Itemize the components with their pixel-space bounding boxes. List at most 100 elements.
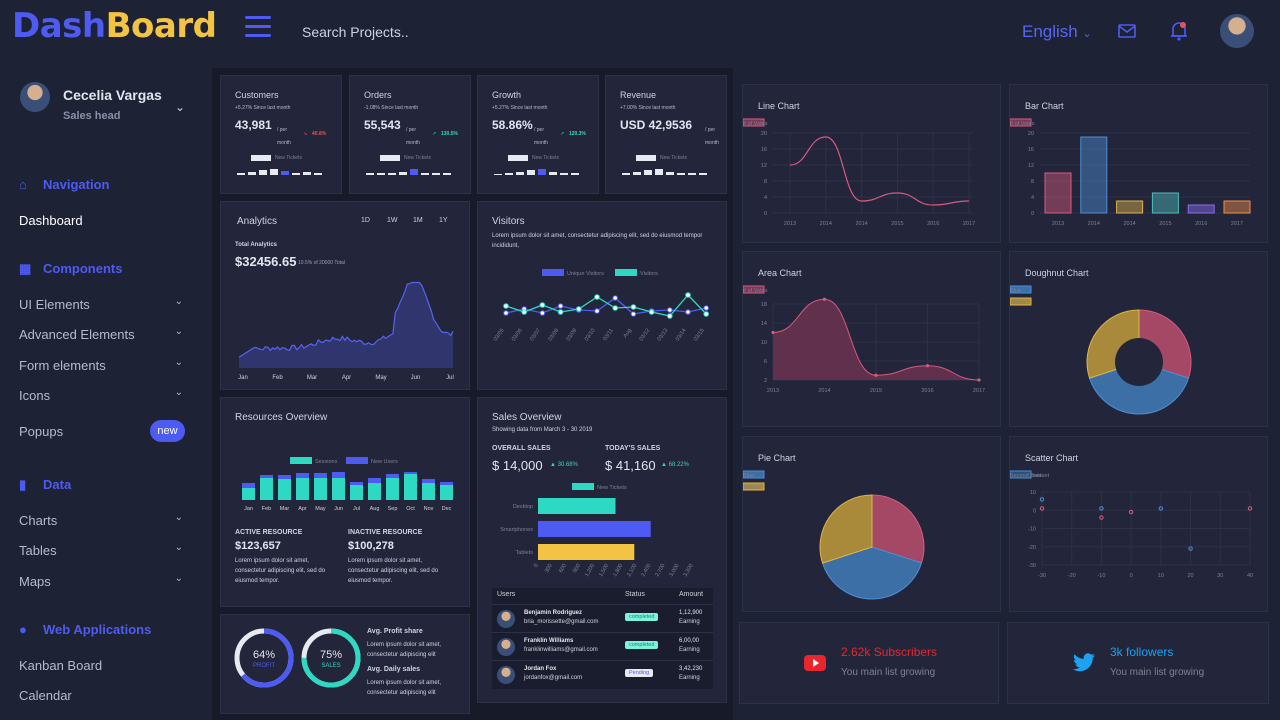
daily-sales-title: Avg. Daily sales — [367, 666, 421, 673]
x-tick-label: 03/12 — [638, 328, 651, 343]
x-tick-label: 2,100 — [626, 563, 638, 578]
bell-icon[interactable] — [1169, 20, 1189, 42]
bar-chart-icon: ▮ — [19, 477, 27, 492]
range-tab-1W[interactable]: 1W — [387, 217, 398, 224]
mini-bar — [259, 170, 267, 175]
y-tick-label: 12 — [761, 163, 767, 169]
legend-label: New Tickets — [275, 155, 302, 161]
visitors-point — [630, 304, 637, 310]
mini-bar — [622, 173, 630, 175]
sidebar-item-maps[interactable]: Maps ⌄ — [19, 573, 183, 589]
stat-since: +7.00% Since last month — [620, 105, 676, 111]
table-row[interactable]: Franklin Williams franklinwilliams@gmail.… — [492, 632, 713, 659]
y-tick-label: 6 — [764, 359, 767, 365]
legend-swatch — [542, 269, 564, 276]
mail-icon[interactable] — [1118, 24, 1136, 38]
x-tick-label: 0 — [1130, 573, 1133, 579]
x-tick-label: Jan — [238, 375, 248, 381]
x-tick-label: 2015 — [870, 388, 882, 394]
series-line — [789, 136, 970, 206]
visitors-point — [594, 294, 600, 300]
chevron-down-icon[interactable]: ⌄ — [175, 100, 186, 114]
range-tab-1D[interactable]: 1D — [361, 217, 370, 224]
sales-chart: New Tickets Desktop Smartphones Tablets 0 300… — [500, 483, 695, 578]
table-row[interactable]: Benjamin Rodriguez bria_morissette@gmail.… — [492, 604, 713, 631]
y-tick-label: 8 — [1031, 179, 1034, 185]
sidebar-item-forms[interactable]: Form elements ⌄ — [19, 357, 183, 373]
sidebar-item-icons[interactable]: Icons ⌄ — [19, 387, 183, 403]
logo[interactable]: DashBoard — [12, 6, 217, 46]
search-input[interactable] — [302, 20, 602, 44]
sessions-bar — [404, 474, 417, 500]
range-tab-1Y[interactable]: 1Y — [439, 217, 448, 224]
sidebar-item-dashboard[interactable]: Dashboard — [19, 213, 83, 228]
sidebar-item-tables[interactable]: Tables ⌄ — [19, 542, 183, 558]
sales-bar — [538, 498, 616, 514]
x-tick-label: 2017 — [973, 388, 985, 394]
stat-card: Growth +5.27% Since last month 58.86% / per… — [477, 75, 599, 194]
sales-bar — [538, 521, 651, 537]
chart-title: Bar Chart — [1025, 101, 1064, 111]
youtube-card[interactable]: 2.62k Subscribers You main list growing — [739, 622, 999, 704]
x-tick-label: 2016 — [1195, 221, 1207, 227]
twitter-card[interactable]: 3k followers You main list growing — [1007, 622, 1269, 704]
x-tick-label: 2014 — [818, 388, 830, 394]
sidebar-item-advanced[interactable]: Advanced Elements ⌄ — [19, 326, 183, 342]
chevron-down-icon: ⌄ — [174, 357, 183, 368]
sidebar-item-charts[interactable]: Charts ⌄ — [19, 512, 183, 528]
sidebar-item-kanban[interactable]: Kanban Board — [19, 658, 103, 673]
new-users-bar — [278, 475, 291, 479]
x-tick-label: Aug — [370, 506, 380, 512]
bar-chart-card: Bar Chart # of Votes 20 16 12 8 4 0 2013 2014 2014… — [1009, 84, 1268, 243]
legend-label: Yellow — [1010, 300, 1026, 306]
section-navigation: ⌂ Navigation — [19, 177, 110, 192]
sessions-bar — [314, 478, 327, 500]
sidebar-item-popups[interactable]: Popups — [19, 424, 64, 439]
analytics-chart: Jan Feb Mar Apr May Jun Jul — [238, 281, 454, 381]
user-email: jordanfox@gmail.com — [524, 675, 583, 681]
sales-subtitle: Showing data from March 3 - 30 2019 — [492, 427, 593, 433]
home-icon: ⌂ — [19, 177, 27, 192]
stat-value: 55,543 — [364, 118, 401, 132]
stat-card: Orders -1.08% Since last month 55,543 / per… — [349, 75, 471, 194]
series-line — [772, 298, 980, 381]
series-point — [977, 378, 981, 382]
table-row[interactable]: Jordan Fox jordanfox@gmail.com Pending 3,42… — [492, 660, 713, 687]
sidebar-item-calendar[interactable]: Calendar — [19, 688, 72, 703]
scatter-point — [1128, 509, 1134, 515]
profile-avatar — [20, 82, 50, 112]
sessions-bar — [278, 479, 291, 500]
menu-icon[interactable] — [245, 16, 271, 38]
sidebar-item-ui-elements[interactable]: UI Elements ⌄ — [19, 296, 183, 312]
x-tick-label: 03/07 — [529, 328, 542, 343]
card-title: Visitors — [492, 216, 525, 227]
mini-bar — [644, 170, 652, 175]
x-tick-label: Feb — [272, 375, 283, 381]
y-tick-label: 20 — [1028, 131, 1034, 137]
language-selector[interactable]: English ⌄ — [1022, 22, 1092, 41]
profit-label: PROFIT — [253, 663, 275, 669]
stat-unit: / per month — [406, 127, 420, 146]
x-tick-label: 03/14 — [675, 328, 688, 343]
visitors-point — [612, 305, 618, 311]
y-tick-label: 12 — [1028, 163, 1034, 169]
unique-visitors-point — [612, 295, 618, 301]
range-tab-1M[interactable]: 1M — [413, 217, 423, 224]
scatter-point — [1188, 546, 1193, 551]
legend-label: New Tickets — [597, 485, 627, 491]
mini-bar — [377, 173, 385, 175]
mini-bar — [366, 173, 374, 175]
x-tick-label: 2,700 — [654, 563, 666, 578]
series-point — [771, 330, 775, 335]
avatar[interactable] — [1220, 14, 1254, 48]
x-tick-label: 3,000 — [669, 563, 681, 578]
amount: 3,42,230 — [679, 666, 703, 672]
sessions-bar — [368, 483, 381, 500]
mini-bar — [399, 172, 407, 175]
x-tick-label: Jul — [446, 375, 454, 381]
legend-swatch — [346, 457, 368, 464]
chevron-down-icon: ⌄ — [174, 573, 183, 584]
legend-swatch — [1009, 470, 1032, 479]
mini-bar — [688, 173, 696, 175]
y-tick-label: 16 — [1028, 147, 1034, 153]
